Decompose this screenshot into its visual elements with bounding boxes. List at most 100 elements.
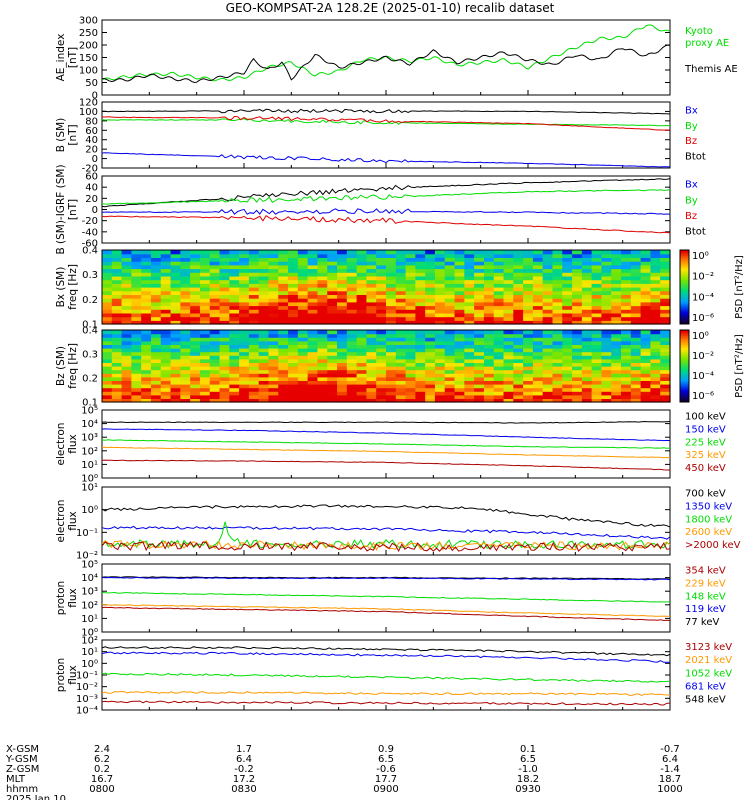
spectrogram-cell	[366, 298, 377, 303]
spectrogram-cell	[464, 298, 475, 303]
spectrogram-cell	[552, 290, 563, 295]
series-line-bz	[101, 115, 671, 131]
spectrogram-cell	[317, 309, 328, 314]
colorbar-swatch	[680, 283, 689, 286]
spectrogram-cell	[611, 305, 622, 310]
y-tick-label: 10⁻⁴	[76, 706, 98, 717]
spectrogram-cell	[532, 287, 544, 292]
spectrogram-cell	[621, 320, 632, 325]
spectrogram-cell	[141, 309, 152, 314]
spectrogram-cell	[268, 272, 279, 277]
spectrogram-cell	[611, 330, 622, 335]
spectrogram-cell	[581, 394, 593, 399]
spectrogram-cell	[611, 290, 622, 295]
spectrogram-cell	[621, 264, 632, 270]
spectrogram-cell	[630, 366, 642, 371]
y-tick-label: 10¹	[81, 460, 98, 471]
spectrogram-cell	[562, 351, 573, 356]
spectrogram-cell	[209, 348, 221, 353]
spectrogram-cell	[434, 264, 446, 270]
spectrogram-cell	[327, 384, 338, 389]
spectrogram-cell	[346, 391, 358, 396]
spectrogram-cell	[621, 351, 632, 356]
spectrogram-cell	[454, 250, 465, 255]
spectrogram-cell	[190, 253, 201, 258]
spectrogram-cell	[121, 312, 132, 318]
spectrogram-cell	[562, 275, 573, 281]
spectrogram-cell	[229, 320, 240, 325]
spectrogram-cell	[317, 253, 328, 258]
spectrogram-cell	[405, 340, 416, 345]
orbit-row-value: 6.5	[520, 754, 536, 765]
spectrogram-cell	[102, 250, 113, 255]
spectrogram-cell	[278, 261, 289, 266]
spectrogram-cell	[395, 344, 407, 349]
spectrogram-cell	[386, 283, 397, 288]
spectrogram-cell	[581, 333, 593, 338]
series-line-325-kev	[101, 446, 671, 459]
colorbar-tick-label: 10⁻²	[692, 272, 714, 283]
spectrogram-cell	[425, 373, 436, 378]
spectrogram-cell	[288, 275, 299, 281]
spectrogram-cell	[239, 355, 250, 360]
spectrogram-cell	[591, 316, 603, 321]
spectrogram-cell	[258, 387, 270, 392]
spectrogram-cell	[346, 253, 358, 258]
spectrogram-cell	[581, 380, 593, 385]
spectrogram-cell	[248, 320, 260, 325]
spectrogram-cell	[562, 268, 573, 273]
spectrogram-cell	[376, 337, 387, 342]
spectrogram-cell	[180, 253, 191, 258]
spectrogram-cell	[376, 287, 387, 292]
spectrogram-cell	[307, 391, 319, 396]
spectrogram-cell	[601, 320, 612, 325]
spectrogram-cell	[102, 320, 113, 325]
spectrogram-cell	[346, 301, 358, 307]
spectrogram-cell	[376, 268, 387, 273]
orbit-row-value: 16.7	[91, 774, 113, 785]
spectrogram-cell	[150, 362, 162, 367]
spectrogram-cell	[562, 348, 573, 353]
spectrogram-cell	[386, 272, 397, 277]
spectrogram-cell	[464, 366, 475, 371]
spectrogram-cell	[640, 275, 652, 281]
spectrogram-cell	[572, 387, 583, 392]
spectrogram-cell	[562, 380, 573, 385]
spectrogram-cell	[474, 316, 485, 321]
spectrogram-cell	[572, 373, 583, 378]
spectrogram-cell	[278, 264, 289, 270]
spectrogram-cell	[248, 309, 260, 314]
spectrogram-cell	[415, 398, 426, 403]
spectrogram-cell	[209, 253, 221, 258]
spectrogram-cell	[513, 391, 524, 396]
spectrogram-cell	[150, 333, 162, 338]
spectrogram-cell	[258, 351, 270, 356]
spectrogram-cell	[483, 394, 495, 399]
spectrogram-cell	[307, 380, 319, 385]
spectrogram-cell	[601, 264, 612, 270]
spectrogram-cell	[180, 369, 191, 374]
spectrogram-cell	[493, 316, 505, 321]
spectrogram-cell	[562, 290, 573, 295]
spectrogram-cell	[386, 312, 397, 318]
spectrogram-cell	[591, 387, 603, 392]
y-axis-label: [nT]	[67, 47, 79, 68]
spectrogram-cell	[523, 268, 534, 273]
y-tick-label: 10⁴	[81, 573, 98, 584]
spectrogram-cell	[532, 253, 544, 258]
spectrogram-cell	[415, 294, 426, 299]
spectrogram-cell	[219, 355, 230, 360]
spectrogram-cell	[297, 340, 309, 345]
spectrogram-cell	[160, 316, 172, 321]
spectrogram-cell	[268, 358, 279, 363]
spectrogram-cell	[611, 380, 622, 385]
spectrogram-cell	[307, 305, 319, 310]
spectrogram-cell	[346, 369, 358, 374]
spectrogram-cell	[454, 283, 465, 288]
spectrogram-cell	[268, 298, 279, 303]
spectrogram-cell	[258, 340, 270, 345]
spectrogram-cell	[611, 250, 622, 255]
spectrogram-cell	[209, 309, 221, 314]
spectrogram-cell	[268, 261, 279, 266]
spectrogram-cell	[660, 384, 671, 389]
